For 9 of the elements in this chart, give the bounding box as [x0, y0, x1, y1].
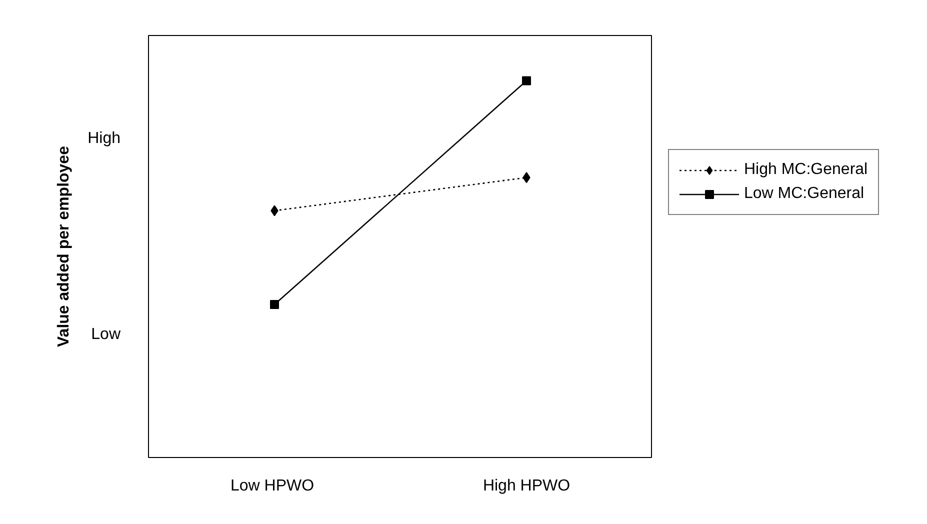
point	[270, 300, 279, 310]
text: Low	[91, 326, 121, 344]
y-axis-title: Value added per employee	[56, 146, 73, 347]
text: High	[88, 130, 120, 148]
x-tick-label: High HPWO	[482, 478, 570, 494]
point	[522, 76, 531, 86]
x-tick-label: Low HPWO	[230, 478, 314, 494]
legend-label: Low MC:General	[744, 185, 864, 203]
legend-label: High MC:General	[744, 161, 868, 179]
